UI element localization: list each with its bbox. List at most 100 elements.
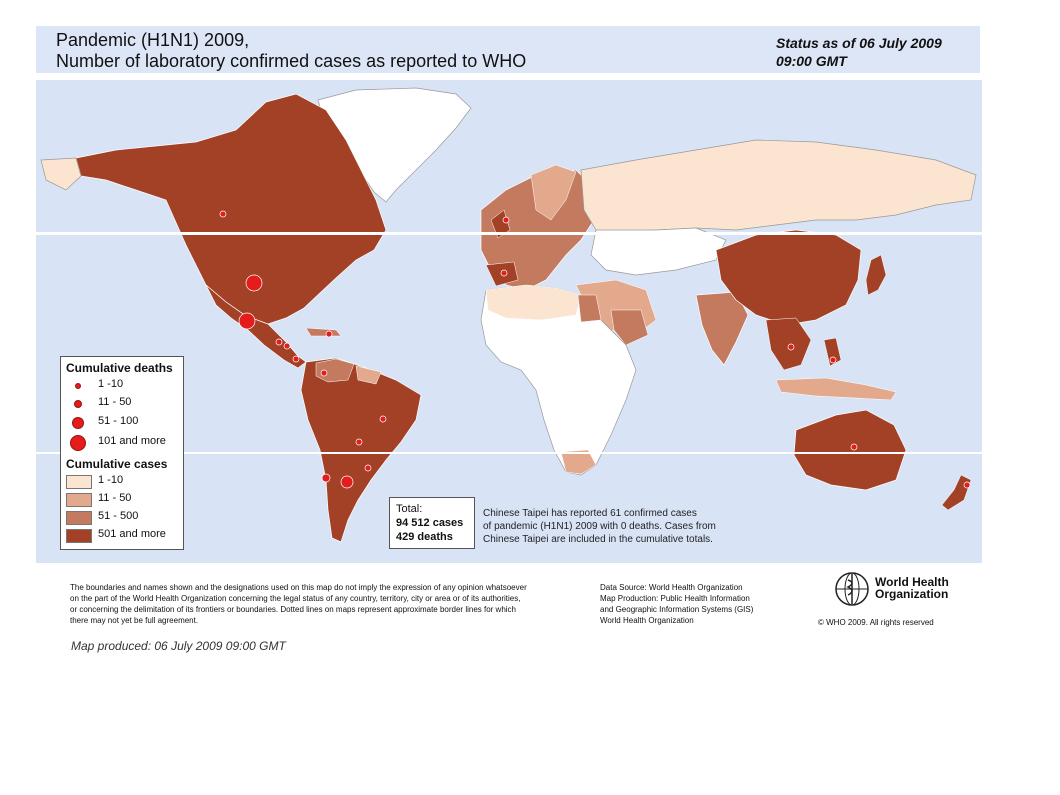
total-cases: 94 512 cases — [396, 517, 464, 529]
legend-deaths-row: 51 - 100 — [66, 414, 181, 432]
russia — [580, 139, 977, 233]
alaska — [40, 157, 82, 191]
total-deaths: 429 deaths — [396, 531, 453, 543]
total-label: Total: — [396, 503, 423, 515]
southeast-asia — [765, 317, 812, 371]
death-dot-honduras — [283, 342, 291, 350]
egypt — [577, 294, 602, 323]
cases-11-50-swatch — [66, 493, 92, 507]
legend-cases-row: 501 and more — [66, 527, 181, 545]
map-produced-date: Map produced: 06 July 2009 09:00 GMT — [71, 639, 286, 653]
total-box: Total: 94 512 cases 429 deaths — [389, 497, 475, 549]
saudi-arabia — [610, 309, 649, 346]
source-line: Data Source: World Health Organization — [600, 583, 743, 592]
legend-cases-label: 51 - 500 — [98, 510, 139, 522]
taipei-note-line: of pandemic (H1N1) 2009 with 0 deaths. C… — [483, 521, 716, 532]
who-logo: World Health Organization — [833, 570, 953, 610]
legend-deaths-row: 1 -10 — [66, 377, 181, 395]
death-dot-11-50-icon — [74, 400, 82, 408]
band-line-1 — [36, 232, 982, 235]
map-title-line1: Pandemic (H1N1) 2009, — [56, 30, 250, 50]
death-dot-51-100-icon — [72, 417, 84, 429]
data-source: Data Source: World Health Organization M… — [600, 582, 790, 626]
death-dot-uk — [502, 216, 510, 224]
source-line: Map Production: Public Health Informatio… — [600, 594, 750, 603]
north-america — [75, 93, 387, 325]
japan — [865, 254, 887, 296]
source-line: and Geographic Information Systems (GIS) — [600, 605, 754, 614]
world-map — [36, 80, 982, 563]
legend-cases-label: 1 -10 — [98, 474, 124, 486]
china — [715, 229, 862, 326]
legend-deaths-row: 101 and more — [66, 434, 181, 452]
central-asia — [590, 227, 727, 276]
legend-deaths-label: 51 - 100 — [98, 415, 139, 427]
who-name: World Health Organization — [875, 576, 949, 600]
legend-cases-label: 501 and more — [98, 528, 166, 540]
map-legend: Cumulative deaths 1 -10 11 - 50 51 - 100… — [60, 356, 184, 550]
taipei-note-line: Chinese Taipei has reported 61 confirmed… — [483, 508, 697, 519]
australia — [793, 409, 907, 491]
disclaimer: The boundaries and names shown and the d… — [70, 582, 590, 626]
legend-deaths-label: 11 - 50 — [98, 396, 132, 408]
title-bar: Pandemic (H1N1) 2009, Number of laborato… — [36, 26, 980, 73]
copyright: © WHO 2009. All rights reserved — [818, 618, 934, 627]
death-dot-dominican — [325, 330, 333, 338]
death-dot-canada — [219, 210, 227, 218]
death-dot-philippines — [829, 356, 837, 364]
status-time: 09:00 GMT — [776, 53, 847, 69]
guianas — [355, 365, 382, 385]
disclaimer-line: The boundaries and names shown and the d… — [70, 583, 527, 592]
death-dot-uruguay — [364, 464, 372, 472]
who-emblem-icon — [835, 572, 869, 606]
death-dot-101-more-icon — [70, 435, 86, 451]
new-zealand — [941, 474, 972, 511]
death-dot-spain — [500, 269, 508, 277]
disclaimer-line: on the part of the World Health Organiza… — [70, 594, 521, 603]
legend-deaths-label: 1 -10 — [98, 378, 124, 390]
taipei-note-line: Chinese Taipei are included in the cumul… — [483, 534, 713, 545]
cases-1-10-swatch — [66, 475, 92, 489]
death-dot-argentina — [340, 475, 354, 489]
cases-501-more-swatch — [66, 529, 92, 543]
north-africa — [485, 284, 582, 321]
venezuela — [315, 358, 355, 383]
south-africa — [560, 449, 597, 475]
indonesia — [775, 377, 897, 401]
death-dot-guatemala — [275, 338, 283, 346]
legend-cases-title: Cumulative cases — [66, 457, 168, 471]
disclaimer-line: there may not yet be full agreement. — [70, 616, 199, 625]
map-title-line2: Number of laboratory confirmed cases as … — [56, 51, 527, 71]
taipei-note: Chinese Taipei has reported 61 confirmed… — [483, 507, 763, 546]
death-dot-new-zealand — [963, 481, 971, 489]
legend-cases-row: 51 - 500 — [66, 509, 181, 527]
death-dot-colombia — [320, 369, 328, 377]
caribbean — [305, 327, 342, 337]
death-dot-chile — [321, 473, 331, 483]
status-date: Status as of 06 July 2009 — [776, 35, 942, 51]
death-dot-australia — [850, 443, 858, 451]
band-line-2 — [36, 452, 982, 454]
legend-deaths-row: 11 - 50 — [66, 395, 181, 413]
source-line: World Health Organization — [600, 616, 694, 625]
death-dot-paraguay — [355, 438, 363, 446]
world-map-svg — [36, 87, 982, 543]
scandinavia — [530, 164, 577, 221]
death-dot-thailand — [787, 343, 795, 351]
legend-cases-label: 11 - 50 — [98, 492, 132, 504]
death-dot-costa-rica — [292, 355, 300, 363]
who-name-line1: World Health — [875, 575, 949, 589]
cases-51-500-swatch — [66, 511, 92, 525]
death-dot-1-10-icon — [75, 383, 81, 389]
death-dot-usa — [245, 274, 263, 292]
philippines — [823, 337, 842, 367]
disclaimer-line: or concerning the delimitation of its fr… — [70, 605, 517, 614]
death-dot-brazil — [379, 415, 387, 423]
death-dot-mexico — [238, 312, 256, 330]
legend-cases-row: 1 -10 — [66, 473, 181, 491]
who-name-line2: Organization — [875, 587, 949, 601]
legend-cases-row: 11 - 50 — [66, 491, 181, 509]
legend-deaths-label: 101 and more — [98, 435, 166, 447]
legend-deaths-title: Cumulative deaths — [66, 361, 173, 375]
south-america — [300, 357, 422, 543]
